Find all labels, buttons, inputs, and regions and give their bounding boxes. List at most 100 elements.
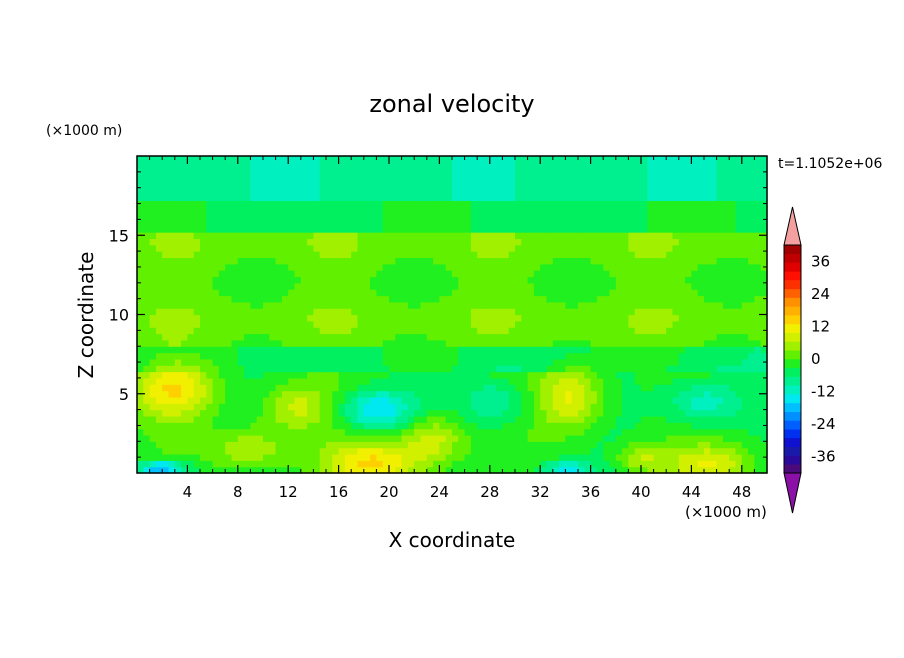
field-cell — [401, 282, 409, 290]
field-cell — [357, 270, 365, 278]
field-cell — [489, 206, 497, 214]
field-cell — [193, 320, 201, 328]
field-cell — [628, 200, 636, 208]
field-cell — [326, 270, 333, 278]
field-cell — [622, 333, 629, 341]
field-cell — [414, 295, 422, 303]
field-cell — [269, 352, 277, 360]
field-cell — [401, 251, 409, 259]
field-cell — [275, 263, 283, 271]
field-cell — [439, 447, 447, 455]
field-cell — [237, 422, 245, 430]
field-cell — [584, 219, 592, 227]
field-cell — [496, 238, 503, 246]
field-cell — [515, 213, 522, 220]
field-cell — [760, 270, 768, 278]
field-cell — [370, 352, 377, 360]
field-cell — [735, 390, 743, 398]
field-cell — [615, 384, 623, 392]
field-cell — [496, 333, 503, 341]
field-cell — [527, 396, 535, 404]
field-cell — [628, 460, 636, 468]
field-cell — [326, 346, 333, 354]
field-cell — [137, 238, 144, 246]
field-cell — [666, 409, 674, 417]
field-cell — [162, 466, 170, 474]
field-cell — [187, 270, 195, 278]
field-cell — [149, 371, 157, 379]
field-cell — [508, 270, 516, 278]
field-cell — [149, 168, 157, 176]
field-cell — [407, 320, 415, 328]
field-cell — [565, 270, 573, 278]
field-cell — [748, 187, 755, 195]
field-cell — [200, 206, 207, 214]
field-cell — [691, 460, 699, 468]
field-cell — [741, 460, 749, 468]
field-cell — [741, 314, 749, 322]
field-cell — [508, 441, 516, 449]
field-cell — [578, 308, 585, 316]
field-cell — [704, 365, 711, 373]
field-cell — [326, 301, 333, 309]
field-cell — [659, 213, 667, 220]
field-cell — [162, 244, 170, 252]
field-cell — [382, 270, 390, 278]
field-cell — [672, 200, 680, 208]
field-cell — [578, 422, 585, 430]
field-cell — [357, 339, 365, 347]
field-cell — [653, 238, 661, 246]
field-cell — [628, 187, 636, 195]
field-cell — [710, 175, 718, 182]
field-cell — [666, 333, 674, 341]
field-cell — [628, 181, 636, 189]
field-cell — [193, 434, 201, 442]
field-cell — [149, 276, 157, 284]
field-cell — [489, 225, 497, 233]
field-cell — [338, 441, 346, 449]
field-cell — [571, 194, 579, 201]
field-cell — [489, 232, 497, 240]
field-cell — [395, 358, 403, 366]
field-cell — [294, 301, 302, 309]
field-cell — [697, 441, 705, 449]
field-cell — [565, 206, 573, 214]
field-cell — [489, 263, 497, 271]
field-cell — [137, 403, 144, 411]
field-cell — [143, 251, 151, 259]
field-cell — [653, 428, 661, 436]
field-cell — [603, 384, 611, 392]
field-cell — [729, 181, 737, 189]
field-cell — [288, 295, 296, 303]
field-cell — [603, 308, 611, 316]
field-cell — [584, 434, 592, 442]
field-cell — [275, 352, 283, 360]
field-cell — [735, 371, 743, 379]
field-cell — [269, 282, 277, 290]
field-cell — [326, 415, 333, 423]
field-cell — [288, 428, 296, 436]
field-cell — [300, 422, 308, 430]
field-cell — [200, 276, 207, 284]
field-cell — [263, 295, 270, 303]
field-cell — [508, 257, 516, 265]
field-cell — [193, 415, 201, 423]
field-cell — [552, 352, 560, 360]
field-cell — [559, 447, 566, 455]
field-cell — [338, 232, 346, 240]
field-cell — [666, 206, 674, 214]
field-cell — [722, 276, 730, 284]
field-cell — [420, 384, 428, 392]
field-cell — [533, 339, 541, 347]
field-cell — [716, 352, 724, 360]
field-cell — [452, 371, 459, 379]
field-cell — [590, 263, 598, 271]
field-cell — [149, 289, 157, 297]
field-cell — [275, 339, 283, 347]
field-cell — [464, 384, 472, 392]
field-cell — [426, 289, 434, 297]
field-cell — [452, 460, 459, 468]
field-cell — [332, 194, 340, 201]
field-cell — [546, 238, 554, 246]
field-cell — [659, 346, 667, 354]
